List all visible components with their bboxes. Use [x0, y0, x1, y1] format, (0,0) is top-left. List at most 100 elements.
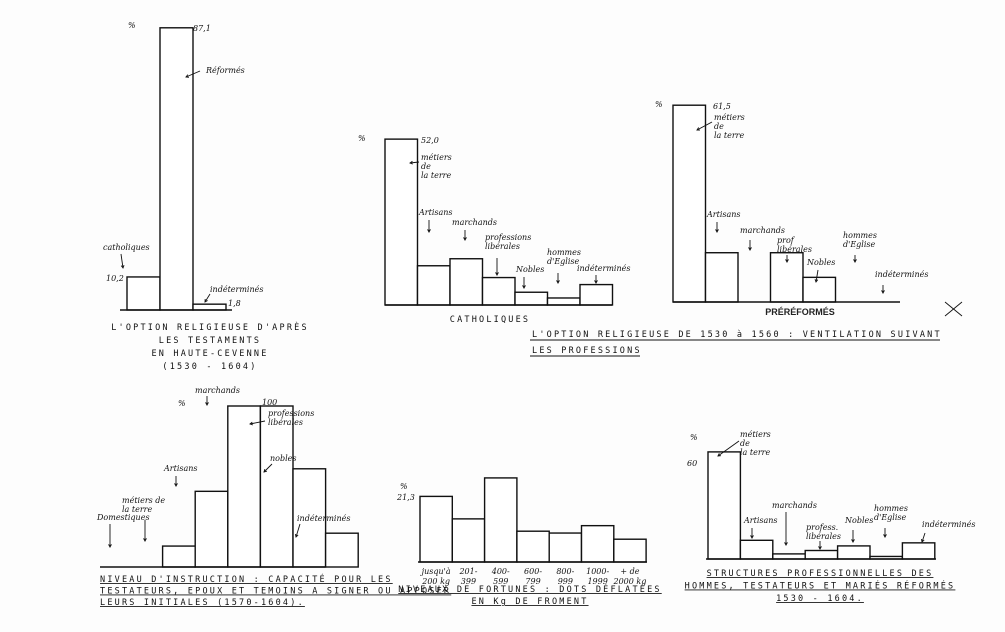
arrowhead-icon — [463, 237, 467, 241]
bar-5-3 — [483, 477, 518, 563]
arrowhead-icon — [427, 229, 431, 233]
category-annotation: métiers de — [122, 496, 165, 505]
arrowhead-icon — [883, 534, 887, 538]
x-tick-label: 599 — [493, 577, 508, 586]
x-tick-label: 799 — [525, 577, 540, 586]
arrowhead-icon — [696, 127, 701, 131]
arrowhead-icon — [750, 535, 754, 539]
bar-2-3 — [449, 258, 484, 306]
x-tick-label: + de — [620, 567, 639, 576]
bar-5-6 — [580, 524, 615, 563]
bar-6-2 — [739, 539, 774, 560]
arrowhead-icon — [594, 280, 598, 284]
bar-5-7 — [613, 538, 647, 563]
value-label: 100 — [262, 398, 277, 407]
value-label: 87,1 — [193, 24, 211, 33]
bar-3-1 — [672, 104, 707, 303]
bar-4-7 — [324, 532, 359, 568]
category-annotation: nobles — [270, 454, 297, 463]
category-annotation: Artisans — [706, 210, 741, 219]
y-axis-unit-label: % — [655, 100, 663, 109]
arrowhead-icon — [263, 468, 268, 473]
category-annotation: métiers — [714, 113, 745, 122]
category-annotation: la terre — [122, 505, 152, 514]
chart-title-line: LEURS INITIALES (1570-1604). — [100, 598, 305, 608]
arrowhead-icon — [851, 539, 855, 543]
category-annotation: indéterminés — [875, 270, 928, 279]
arrow-icon — [696, 121, 713, 131]
x-tick-label: 999 — [558, 577, 573, 586]
chart-title-line: (1530 - 1604) — [162, 362, 257, 372]
category-annotation: professions — [268, 409, 314, 418]
chart-title-line: TESTATEURS, EPOUX ET TEMOINS A SIGNER OU… — [100, 587, 451, 597]
arrow-icon — [295, 523, 301, 538]
bar-1-1 — [126, 276, 161, 311]
bar-6-4 — [804, 549, 839, 560]
arrow-icon — [409, 161, 420, 164]
category-annotation: Domestiques — [96, 513, 150, 522]
x-tick-label: 201- — [458, 567, 477, 576]
y-axis-unit-label: % — [400, 482, 408, 491]
arrowhead-icon — [921, 538, 925, 543]
arrow-icon — [249, 420, 266, 425]
category-annotation: la terre — [714, 131, 744, 140]
category-annotation: marchands — [195, 386, 240, 395]
chart-title-line: L'OPTION RELIGIEUSE D'APRÈS — [111, 321, 309, 333]
arrowhead-icon — [853, 259, 857, 263]
bar-2-6 — [546, 297, 581, 306]
category-annotation: d'Eglise — [547, 257, 580, 266]
arrowhead-icon — [818, 546, 822, 550]
x-tick-label: 800- — [556, 567, 574, 576]
bar-5-2 — [451, 518, 486, 563]
bar-2-1 — [384, 138, 419, 306]
chart-title-line: EN Kg DE FROMENT — [471, 597, 588, 607]
arrowhead-icon — [249, 421, 253, 426]
category-annotation: indéterminés — [577, 264, 630, 273]
category-annotation: marchands — [772, 501, 817, 510]
arrowhead-icon — [881, 290, 885, 294]
category-annotation: hommes — [547, 248, 581, 257]
category-annotation: d'Eglise — [874, 513, 907, 522]
category-annotation: hommes — [874, 504, 908, 513]
arrow-icon — [717, 440, 740, 457]
bar-4-6 — [292, 468, 327, 568]
category-annotation: Nobles — [515, 265, 544, 274]
x-tick-label: 200 kg — [421, 577, 450, 586]
group-title-line-1: L'OPTION RELIGIEUSE DE 1530 à 1560 : VEN… — [532, 330, 942, 340]
value-label: 21,3 — [396, 493, 415, 502]
arrowhead-icon — [120, 265, 125, 269]
x-tick-label: 1999 — [587, 577, 607, 586]
category-annotation: Artisans — [743, 516, 778, 525]
arrowhead-icon — [185, 74, 190, 78]
x-tick-label: 400- — [491, 567, 510, 576]
category-annotation: de — [740, 439, 750, 448]
category-annotation: de — [421, 162, 431, 171]
chart-title-line: NIVEAUX DE FORTUNES : DOTS DÉFLATÉES — [398, 583, 661, 595]
arrowhead-icon — [784, 542, 788, 546]
arrowhead-icon — [495, 272, 499, 276]
arrowhead-icon — [785, 259, 789, 263]
category-annotation: marchands — [740, 226, 785, 235]
bar-2-5 — [514, 291, 549, 306]
x-axis-label: PRÉRÉFORMÉS — [765, 307, 835, 317]
x-tick-label: jusqu'à — [420, 567, 451, 576]
arrow-icon — [263, 463, 273, 473]
bar-6-5 — [836, 545, 871, 560]
arrowhead-icon — [294, 533, 299, 538]
bar-3-2 — [704, 252, 739, 303]
bar-6-3 — [772, 553, 806, 560]
category-annotation: métiers — [740, 430, 771, 439]
chart-title-line: LES TESTAMENTS — [159, 336, 261, 346]
arrowhead-icon — [717, 453, 722, 457]
arrowhead-icon — [174, 483, 178, 487]
bar-5-5 — [548, 532, 583, 563]
category-annotation: indéterminés — [210, 285, 263, 294]
y-axis-unit-label: % — [358, 134, 366, 143]
category-annotation: d'Eglise — [843, 240, 876, 249]
arrowhead-icon — [409, 160, 413, 165]
category-annotation: libérales — [777, 245, 812, 254]
arrow-icon — [204, 293, 211, 303]
